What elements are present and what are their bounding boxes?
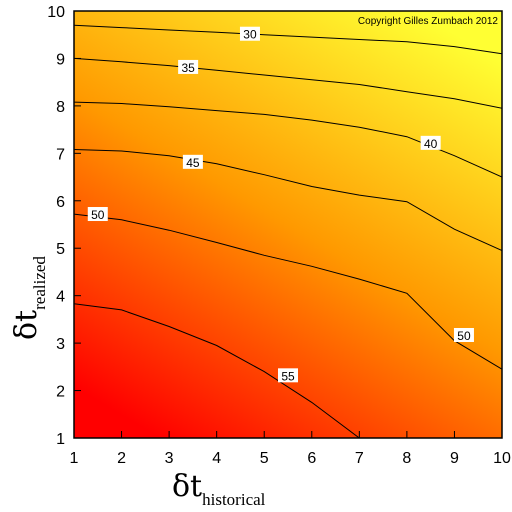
y-axis-ticks: 1 2 3 4 5 6 7 8 9 10 (47, 4, 81, 448)
x-tick-label: 1 (70, 450, 79, 467)
x-tick-label: 9 (450, 450, 459, 467)
y-tick-label: 1 (56, 431, 65, 448)
y-axis-subscript: realized (30, 256, 49, 310)
contour-line-35 (74, 57, 502, 109)
y-tick-label: 9 (56, 51, 65, 68)
x-axis-symbol: δt (172, 469, 202, 504)
x-axis-subscript: historical (202, 490, 266, 509)
contour-line-30 (74, 24, 502, 55)
y-tick-label: 10 (47, 4, 65, 21)
x-tick-label: 5 (260, 450, 269, 467)
copyright-text: Copyright Gilles Zumbach 2012 (358, 16, 499, 27)
y-tick-label: 4 (56, 289, 65, 306)
y-tick-label: 7 (56, 146, 65, 163)
y-tick-label: 2 (56, 384, 65, 401)
y-axis-label: δtrealized (9, 256, 49, 340)
contour-label-text: 55 (281, 369, 295, 383)
contour-label-background (420, 135, 441, 150)
x-tick-label: 3 (165, 450, 174, 467)
x-tick-label: 2 (117, 450, 126, 467)
contour-line-50 (74, 213, 502, 370)
contour-label-text: 50 (457, 329, 471, 343)
contour-label-50: 50 (87, 207, 108, 222)
y-tick-label: 8 (56, 99, 65, 116)
contour-label-55: 55 (278, 368, 298, 383)
contour-label-30: 30 (239, 26, 260, 42)
contour-label-35: 35 (178, 59, 199, 75)
x-axis-label: δthistorical (172, 469, 266, 509)
contour-label-background (87, 207, 108, 222)
x-tick-label: 8 (402, 450, 411, 467)
plot-frame (73, 10, 503, 439)
contour-label-background (178, 59, 199, 74)
y-tick-label: 5 (56, 241, 65, 258)
y-tick-label: 6 (56, 194, 65, 211)
x-tick-label: 10 (493, 450, 511, 467)
x-axis-ticks: 1 2 3 4 5 6 7 8 9 10 (70, 431, 511, 467)
contour-label-background (182, 154, 203, 169)
contour-label-background (278, 368, 298, 383)
x-tick-label: 4 (212, 450, 221, 467)
contour-label-background (453, 327, 474, 342)
contour-label-text: 35 (181, 61, 195, 75)
contour-line-55 (74, 303, 360, 438)
contour-label-text: 50 (91, 208, 105, 222)
contour-label-45: 45 (182, 154, 203, 170)
x-tick-label: 7 (355, 450, 364, 467)
contour-label-text: 45 (186, 156, 200, 170)
contour-label-40: 40 (420, 135, 441, 151)
contour-lines (74, 24, 502, 438)
contour-line-45 (74, 149, 502, 252)
contour-labels: 30 35 40 45 50 50 55 (87, 26, 474, 383)
y-tick-label: 3 (56, 336, 65, 353)
y-axis-symbol: δt (9, 310, 44, 340)
x-tick-label: 6 (307, 450, 316, 467)
contour-label-text: 40 (424, 137, 438, 151)
contour-label-text: 30 (243, 28, 257, 42)
contour-label-background (239, 26, 260, 41)
contour-label-50: 50 (453, 327, 474, 343)
